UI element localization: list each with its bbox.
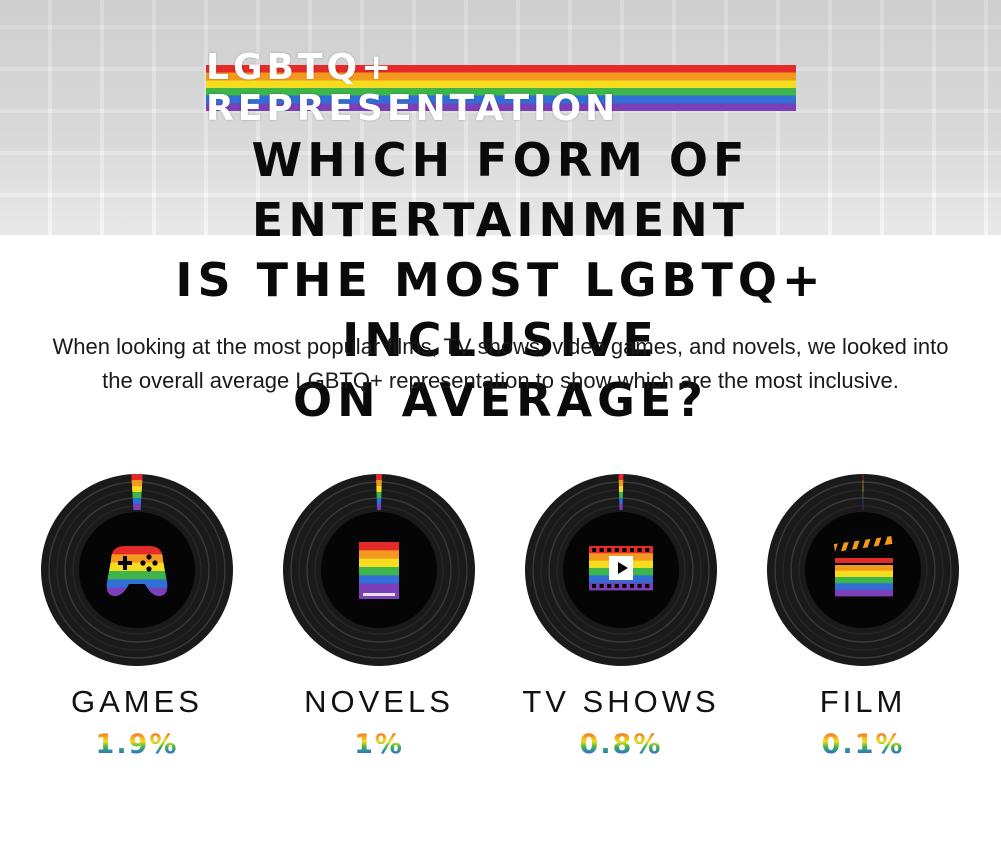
percentage-wedge-band — [618, 480, 624, 487]
category-card-tv-shows: TV SHOWS 0.8% — [511, 474, 731, 764]
clapper-top — [833, 536, 893, 552]
film-hole — [614, 584, 619, 588]
percentage-wedge-band — [862, 492, 864, 499]
film-stripe — [589, 546, 653, 554]
film-strip-icon — [589, 546, 653, 591]
book-stripe — [359, 567, 399, 576]
percentage-wedge-band — [376, 504, 382, 511]
percentage-wedge-band — [376, 486, 382, 493]
play-icon — [618, 562, 628, 574]
clapperboard-icon — [833, 536, 893, 597]
percentage-wedge-band — [133, 504, 141, 511]
category-label: FILM — [819, 684, 907, 719]
title-line-1: WHICH FORM OF ENTERTAINMENT — [251, 133, 750, 247]
percentage-wedge-band — [862, 474, 864, 481]
gamepad-stripe — [106, 571, 168, 580]
percentage-wedge-band — [132, 498, 142, 505]
page-subtitle: When looking at the most popular films, … — [52, 334, 949, 393]
percentage-wedge-band — [131, 480, 143, 487]
percentage-wedge-band — [618, 486, 624, 493]
clapper-stripe — [856, 539, 866, 549]
percentage-wedge-band — [131, 474, 143, 481]
category-value: 1% — [269, 729, 489, 760]
clapper-stripe — [835, 589, 893, 597]
category-label: GAMES — [71, 684, 203, 719]
book-stripe — [359, 542, 399, 551]
clapper-stripe — [835, 583, 893, 591]
film-hole — [637, 548, 642, 552]
film-hole — [607, 548, 612, 552]
page-title: WHICH FORM OF ENTERTAINMENT IS THE MOST … — [20, 130, 981, 430]
clapper-stripe — [867, 538, 877, 548]
percentage-wedge-band — [376, 492, 382, 499]
film-hole — [637, 584, 642, 588]
clapper-stripe — [835, 564, 893, 572]
percentage-wedge-band — [376, 498, 382, 505]
book-stripe — [359, 558, 399, 568]
gamepad-ring-chart — [41, 474, 233, 666]
clapper-stripe — [835, 542, 844, 552]
topic-banner: LGBTQ+ REPRESENTATION — [206, 47, 796, 129]
percentage-wedge-band — [132, 492, 142, 499]
category-card-film: FILM 0.1% — [753, 474, 973, 764]
clapperboard-ring-chart — [767, 474, 959, 666]
clapper-stripe — [878, 536, 888, 546]
gamepad-button — [146, 554, 152, 560]
film-hole — [592, 548, 596, 552]
gamepad-stripe — [106, 579, 168, 589]
category-value: 1.9% — [27, 729, 247, 760]
gamepad-stripe — [106, 546, 168, 555]
gamepad-button — [152, 560, 158, 566]
film-hole — [599, 548, 604, 552]
percentage-wedge-band — [862, 480, 864, 487]
film-hole — [622, 584, 627, 588]
category-value: 0.1% — [753, 729, 973, 760]
film-hole — [614, 548, 619, 552]
book-stripe — [359, 583, 399, 593]
percentage-wedge-band — [619, 492, 623, 499]
film-hole — [645, 548, 650, 552]
gamepad-button — [140, 560, 146, 566]
book-stripe — [359, 575, 399, 585]
category-card-novels: NOVELS 1% — [269, 474, 489, 764]
film-hole — [592, 584, 596, 588]
book-pages — [363, 593, 395, 596]
category-value: 0.8% — [511, 729, 731, 760]
gamepad-button — [146, 566, 152, 572]
film-strip-ring-chart — [525, 474, 717, 666]
film-hole — [645, 584, 650, 588]
clapper-line — [835, 563, 893, 565]
gamepad-stripe — [106, 554, 168, 564]
title-line-3: ON AVERAGE? — [292, 373, 708, 427]
category-label: TV SHOWS — [522, 684, 720, 719]
percentage-wedge-band — [376, 480, 382, 487]
film-stripe — [589, 582, 653, 591]
clapper-stripe — [835, 558, 893, 565]
film-hole — [630, 548, 634, 552]
clapper-stripe — [835, 577, 893, 584]
topic-banner-text: LGBTQ+ REPRESENTATION — [206, 47, 620, 129]
film-hole — [622, 548, 627, 552]
category-card-games: GAMES 1.9% — [27, 474, 247, 764]
percentage-wedge-band — [618, 474, 624, 481]
percentage-wedge-band — [862, 486, 864, 493]
percentage-wedge-band — [862, 498, 864, 505]
category-label: NOVELS — [304, 684, 454, 719]
film-hole — [599, 584, 604, 588]
percentage-wedge-band — [619, 498, 623, 505]
clapper-stripe — [835, 570, 893, 578]
percentage-wedge-band — [131, 486, 143, 493]
book-stripe — [359, 550, 399, 560]
title-line-2: IS THE MOST LGBTQ+ INCLUSIVE — [175, 253, 826, 367]
film-hole — [630, 584, 634, 588]
percentage-wedge-band — [619, 504, 623, 511]
gamepad-stripe — [106, 562, 168, 572]
film-hole — [607, 584, 612, 588]
percentage-wedge-band — [375, 474, 383, 481]
clapper-stripe — [845, 541, 855, 551]
book-ring-chart — [283, 474, 475, 666]
gamepad-dpad — [123, 556, 127, 570]
book-icon — [359, 542, 399, 599]
header-background — [0, 0, 1001, 235]
